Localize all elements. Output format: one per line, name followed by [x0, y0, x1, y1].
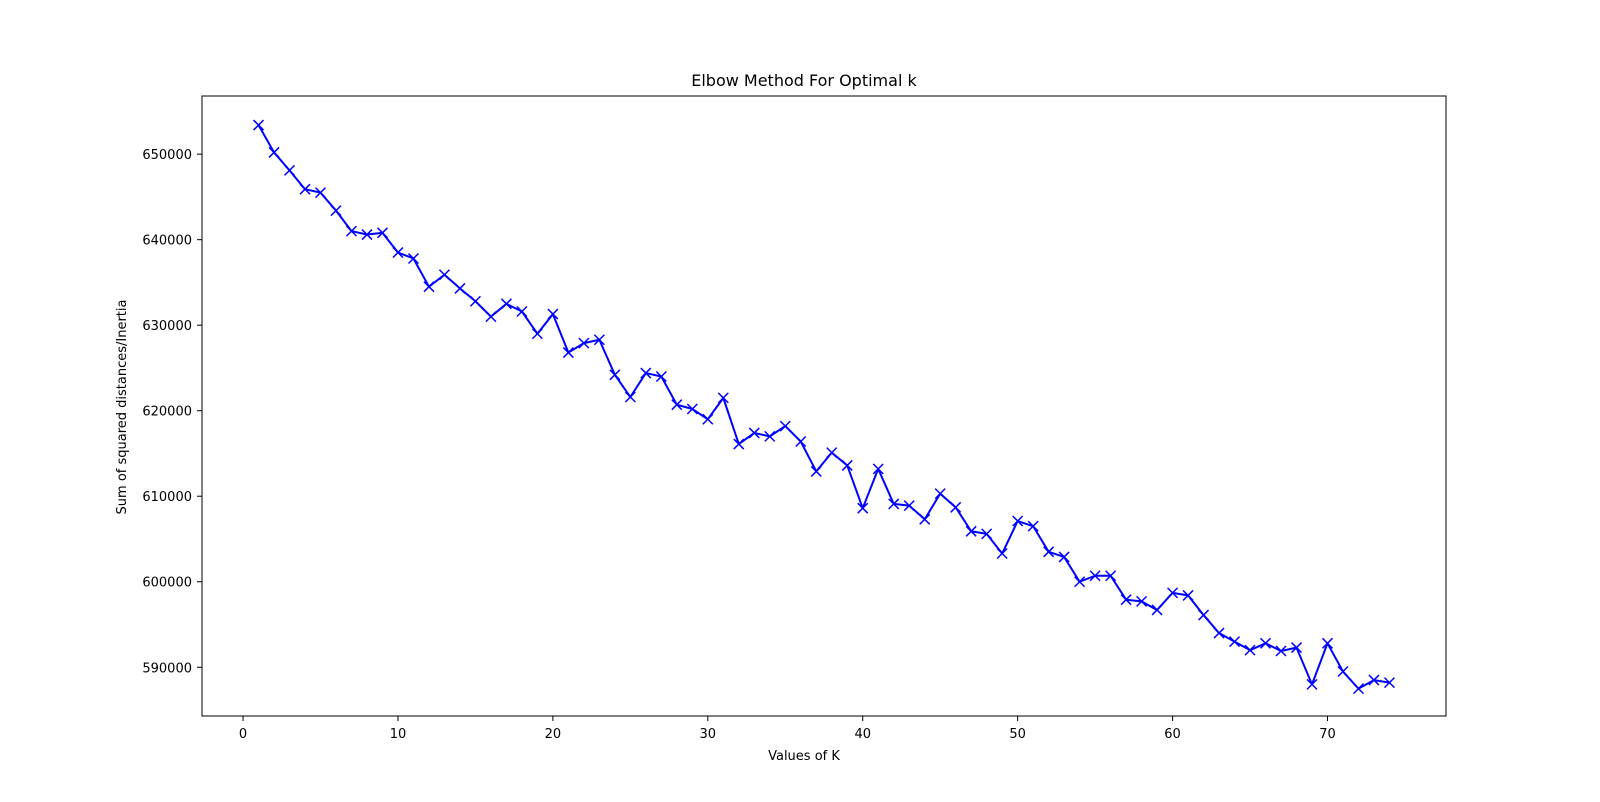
data-point-marker [500, 298, 512, 310]
data-point-marker [624, 391, 636, 403]
data-point-marker [671, 399, 683, 411]
data-point-marker [872, 463, 884, 475]
data-point-marker [283, 164, 296, 176]
axes-frame [201, 95, 1447, 717]
data-point-marker [376, 227, 389, 239]
data-point-marker [1136, 595, 1148, 607]
data-point-marker [253, 119, 265, 131]
data-point-marker [1089, 570, 1101, 582]
data-point-marker [1306, 678, 1318, 690]
data-point-marker [1151, 604, 1163, 616]
y-tick-label: 640000 [142, 234, 192, 249]
x-axis-label: Values of K [768, 749, 840, 764]
data-point-marker [531, 328, 543, 340]
data-point-marker [516, 305, 528, 318]
data-point-marker [1352, 683, 1365, 695]
x-tick-label: 10 [390, 727, 407, 742]
data-point-marker [717, 392, 729, 404]
data-point-marker [655, 370, 667, 383]
y-tick-label: 630000 [142, 319, 192, 334]
y-tick-label: 650000 [142, 148, 192, 163]
data-point-marker [795, 435, 807, 448]
data-point-marker [857, 502, 869, 514]
x-tick-label: 50 [1009, 727, 1026, 742]
data-point-marker [702, 413, 714, 425]
data-point-marker [996, 547, 1008, 560]
data-point-marker [1229, 636, 1241, 648]
data-point-marker [965, 525, 977, 537]
data-point-marker [1120, 594, 1132, 606]
data-point-marker [578, 337, 590, 349]
data-point-marker [609, 369, 621, 381]
data-point-marker [748, 427, 760, 439]
data-point-marker [361, 229, 373, 241]
data-point-marker [1213, 627, 1225, 639]
data-point-marker [1368, 674, 1380, 686]
data-point-marker [423, 281, 435, 293]
data-point-marker [314, 187, 327, 199]
data-point-marker [1012, 515, 1024, 527]
plot-area [253, 119, 1395, 695]
data-point-marker [640, 367, 652, 379]
data-point-marker [903, 500, 915, 512]
data-point-marker [981, 528, 993, 540]
data-point-marker [1321, 637, 1334, 649]
data-point-marker [1290, 642, 1303, 654]
data-point-marker [1259, 637, 1272, 649]
data-point-marker [1058, 551, 1070, 563]
data-point-marker [1027, 520, 1039, 532]
x-tick-label: 40 [854, 727, 871, 742]
data-point-marker [733, 438, 745, 450]
data-point-marker [1182, 589, 1194, 601]
data-point-marker [1337, 666, 1349, 678]
data-point-marker [485, 311, 497, 323]
axes: 0 10 20 30 40 50 60 70 590000 600000 610000 620000 6… [142, 95, 1447, 742]
data-point-marker [330, 205, 342, 217]
data-point-marker [934, 488, 946, 500]
data-point-marker [392, 246, 404, 259]
data-point-marker [593, 334, 605, 346]
data-point-marker [810, 465, 822, 477]
data-point-marker [268, 146, 280, 158]
data-point-marker [469, 295, 481, 307]
data-point-marker [454, 282, 466, 294]
y-tick-label: 620000 [142, 405, 192, 420]
data-point-marker [1105, 570, 1117, 582]
x-tick-label: 30 [700, 727, 717, 742]
data-point-marker [950, 501, 962, 513]
y-tick-label: 600000 [142, 576, 192, 591]
data-point-marker [1383, 677, 1395, 689]
data-point-marker [764, 430, 776, 442]
data-point-marker [345, 225, 358, 237]
data-point-marker [1074, 576, 1086, 588]
data-point-marker [1043, 546, 1055, 558]
data-point-marker [1244, 644, 1256, 656]
x-tick-label: 0 [239, 727, 247, 742]
x-tick-label: 60 [1164, 727, 1181, 742]
y-tick-label: 610000 [142, 490, 192, 505]
data-point-marker [826, 447, 838, 459]
data-point-marker [562, 347, 574, 359]
data-point-marker [438, 269, 450, 281]
data-point-marker [1275, 645, 1287, 657]
data-point-marker [841, 459, 853, 471]
chart-title: Elbow Method For Optimal k [691, 71, 917, 90]
data-point-marker [686, 403, 698, 415]
data-point-marker [1167, 587, 1179, 599]
y-tick-label: 590000 [142, 661, 192, 676]
data-point-marker [779, 420, 791, 432]
x-tick-label: 20 [545, 727, 562, 742]
data-point-marker [1198, 609, 1210, 621]
data-point-marker [888, 498, 900, 510]
y-axis-label: Sum of squared distances/Inertia [115, 300, 130, 515]
data-point-marker [547, 308, 559, 320]
data-point-marker [919, 513, 931, 525]
x-tick-label: 70 [1319, 727, 1336, 742]
data-point-marker [407, 252, 419, 265]
data-point-marker [299, 183, 311, 195]
